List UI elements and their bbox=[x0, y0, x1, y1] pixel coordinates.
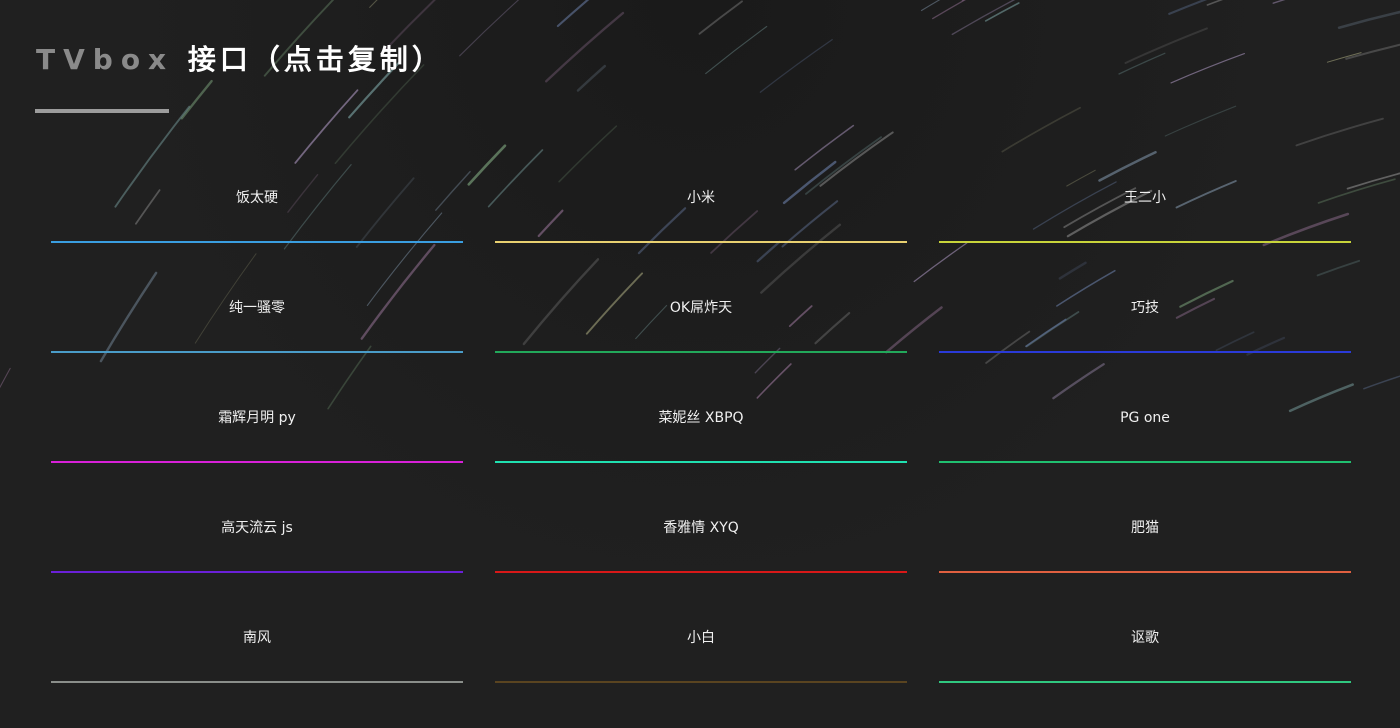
interface-color-bar bbox=[495, 681, 907, 683]
interface-color-bar bbox=[495, 241, 907, 243]
star-trail bbox=[369, 0, 378, 8]
interface-label: PG one bbox=[1120, 410, 1170, 426]
star-trail bbox=[1118, 52, 1166, 75]
star-trail bbox=[180, 79, 213, 120]
interface-item-12[interactable]: 肥猫 bbox=[939, 462, 1351, 573]
star-trail bbox=[1345, 43, 1400, 60]
interface-item-4[interactable]: 纯一骚零 bbox=[51, 242, 463, 353]
interface-color-bar bbox=[495, 461, 907, 463]
interface-label: 菜妮丝 XBPQ bbox=[658, 410, 744, 426]
interface-item-3[interactable]: 王二小 bbox=[939, 132, 1351, 243]
interface-label: 讴歌 bbox=[1131, 630, 1159, 646]
star-trail bbox=[961, 0, 965, 2]
interface-label: 小白 bbox=[687, 630, 715, 646]
star-trail bbox=[1337, 10, 1400, 29]
star-trail bbox=[705, 25, 768, 75]
star-trail bbox=[545, 11, 625, 83]
interface-color-bar bbox=[51, 461, 463, 463]
interface-item-10[interactable]: 高天流云 js bbox=[51, 462, 463, 573]
interface-label: 饭太硬 bbox=[236, 190, 278, 206]
interface-item-15[interactable]: 讴歌 bbox=[939, 572, 1351, 683]
star-trail bbox=[459, 0, 520, 57]
page-title-latin: TVbox bbox=[36, 43, 175, 76]
page-title-rest: 接口（点击复制） bbox=[174, 43, 444, 76]
interface-label: 王二小 bbox=[1124, 190, 1166, 206]
interface-label: 霜辉月明 py bbox=[218, 410, 296, 426]
interface-color-bar bbox=[939, 241, 1351, 243]
star-trail bbox=[576, 64, 607, 92]
star-trail bbox=[1170, 53, 1245, 84]
interface-label: 南风 bbox=[243, 630, 271, 646]
interface-item-11[interactable]: 香雅情 XYQ bbox=[495, 462, 907, 573]
interface-item-1[interactable]: 饭太硬 bbox=[51, 132, 463, 243]
interface-label: 巧技 bbox=[1131, 300, 1159, 316]
star-trail bbox=[951, 0, 1016, 36]
interface-item-14[interactable]: 小白 bbox=[495, 572, 907, 683]
interface-color-bar bbox=[495, 351, 907, 353]
star-trail bbox=[1363, 375, 1400, 390]
interface-item-9[interactable]: PG one bbox=[939, 352, 1351, 463]
star-trail bbox=[698, 0, 743, 35]
interface-grid: 饭太硬 小米 王二小 纯一骚零 OK屌炸天 巧技 霜辉月明 py 菜妮丝 XBP… bbox=[51, 132, 1351, 683]
interface-color-bar bbox=[939, 461, 1351, 463]
star-trail bbox=[1168, 0, 1208, 15]
interface-color-bar bbox=[495, 571, 907, 573]
interface-label: OK屌炸天 bbox=[669, 300, 733, 316]
interface-color-bar bbox=[939, 351, 1351, 353]
interface-label: 纯一骚零 bbox=[229, 300, 285, 316]
interface-color-bar bbox=[939, 571, 1351, 573]
star-trail bbox=[932, 0, 966, 20]
interface-label: 小米 bbox=[687, 190, 715, 206]
interface-item-5[interactable]: OK屌炸天 bbox=[495, 242, 907, 353]
star-trail bbox=[984, 2, 1020, 22]
interface-color-bar bbox=[51, 681, 463, 683]
interface-item-7[interactable]: 霜辉月明 py bbox=[51, 352, 463, 463]
interface-item-8[interactable]: 菜妮丝 XBPQ bbox=[495, 352, 907, 463]
interface-label: 高天流云 js bbox=[221, 520, 293, 536]
interface-color-bar bbox=[51, 241, 463, 243]
star-trail bbox=[556, 0, 590, 28]
star-trail bbox=[1206, 0, 1224, 6]
title-underline bbox=[35, 109, 169, 113]
star-trail bbox=[759, 38, 833, 93]
interface-label: 香雅情 XYQ bbox=[663, 520, 739, 536]
star-trail bbox=[1272, 0, 1286, 4]
interface-item-13[interactable]: 南风 bbox=[51, 572, 463, 683]
interface-item-6[interactable]: 巧技 bbox=[939, 242, 1351, 353]
interface-color-bar bbox=[51, 571, 463, 573]
page-title: TVbox 接口（点击复制） bbox=[36, 38, 444, 78]
star-trail bbox=[920, 0, 941, 12]
interface-color-bar bbox=[51, 351, 463, 353]
star-trail bbox=[0, 367, 11, 389]
interface-item-2[interactable]: 小米 bbox=[495, 132, 907, 243]
star-trail bbox=[1326, 52, 1362, 63]
interface-color-bar bbox=[939, 681, 1351, 683]
star-trail bbox=[1124, 27, 1208, 64]
interface-label: 肥猫 bbox=[1131, 520, 1159, 536]
star-trail bbox=[1346, 172, 1400, 190]
